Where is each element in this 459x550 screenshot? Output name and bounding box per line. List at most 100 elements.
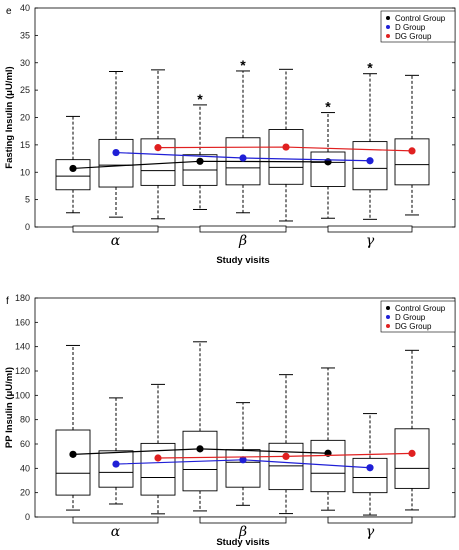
box-plot: [394, 74, 430, 216]
iqr-box: [98, 450, 134, 488]
series-point: [366, 157, 374, 165]
series-point: [154, 454, 162, 462]
significance-star: *: [367, 60, 373, 76]
box-plot: [98, 71, 134, 218]
series-point: [408, 449, 416, 457]
box-plot: [352, 73, 388, 220]
legend-label: D Group: [395, 23, 426, 32]
iqr-box: [225, 449, 261, 488]
y-tick-label: 15: [20, 140, 30, 150]
y-tick-label: 0: [25, 222, 30, 232]
legend-label: Control Group: [395, 14, 446, 23]
series-point: [196, 157, 204, 165]
significance-star: *: [325, 99, 331, 115]
legend-marker: [386, 16, 390, 20]
legend-label: D Group: [395, 313, 426, 322]
iqr-box: [310, 151, 346, 187]
visit-bracket: [72, 516, 159, 524]
box-plot: [310, 367, 346, 511]
iqr-box: [140, 442, 176, 496]
legend-label: Control Group: [395, 304, 446, 313]
visit-label: α: [111, 233, 121, 249]
visit-bracket: [327, 516, 413, 524]
y-tick-label: 20: [20, 488, 30, 498]
visit-label: γ: [366, 524, 375, 540]
series-point: [366, 464, 374, 472]
x-axis-label: Study visits: [216, 255, 269, 266]
y-tick-label: 30: [20, 58, 30, 68]
series-point: [112, 460, 120, 468]
box-plot: [310, 112, 346, 219]
legend-label: DG Group: [395, 322, 432, 331]
box-plot: [268, 68, 304, 222]
series-point: [196, 445, 204, 453]
visit-label: γ: [366, 233, 375, 249]
y-tick-label: 35: [20, 30, 30, 40]
y-tick-label: 40: [20, 3, 30, 13]
y-tick-label: 10: [20, 167, 30, 177]
y-tick-label: 25: [20, 85, 30, 95]
series-point: [239, 154, 247, 162]
panel-letter: f: [6, 296, 9, 307]
significance-star: *: [240, 57, 246, 73]
y-tick-label: 160: [15, 317, 30, 327]
y-tick-label: 100: [15, 390, 30, 400]
box-plot: [182, 341, 218, 512]
iqr-box: [55, 429, 91, 496]
y-tick-label: 120: [15, 366, 30, 376]
legend-marker: [386, 25, 390, 29]
series-point: [282, 143, 290, 151]
box-plot: [268, 374, 304, 515]
y-tick-label: 40: [20, 463, 30, 473]
box-plot: [55, 115, 91, 214]
box-plot: [140, 383, 176, 515]
legend-marker: [386, 306, 390, 310]
visit-bracket: [199, 516, 287, 524]
panel-letter: e: [6, 6, 12, 17]
iqr-box: [98, 138, 134, 188]
legend-box: [380, 300, 456, 333]
significance-star: *: [197, 91, 203, 107]
box-plot: [394, 349, 430, 511]
iqr-box: [268, 129, 304, 185]
visit-label: α: [111, 524, 121, 540]
y-tick-label: 180: [15, 293, 30, 303]
series-point: [282, 452, 290, 461]
y-tick-label: 80: [20, 415, 30, 425]
legend-label: DG Group: [395, 32, 432, 41]
panel-f: f 0 20 40 60 80 100 120 140 160 180 PP Insulin (μU/…: [4, 293, 456, 548]
legend-box: [380, 10, 456, 43]
box-plot: [225, 70, 261, 214]
y-axis-label: PP Insulin (μU/ml): [4, 367, 15, 448]
box-plot: [55, 344, 91, 511]
visit-label: β: [238, 233, 247, 249]
box-plot: [352, 413, 388, 516]
series-point: [154, 144, 162, 152]
x-axis-label: Study visits: [216, 537, 269, 548]
visit-label: β: [238, 524, 247, 540]
y-tick-label: 60: [20, 439, 30, 449]
iqr-box: [268, 442, 304, 491]
iqr-box: [394, 428, 430, 489]
y-tick-label: 0: [25, 512, 30, 522]
visit-bracket: [72, 225, 159, 233]
y-tick-label: 140: [15, 342, 30, 352]
series-point: [408, 147, 416, 155]
y-tick-label: 20: [20, 113, 30, 123]
box-plot: [225, 402, 261, 506]
series-point: [69, 450, 77, 458]
panel-e: e 0 5 10 15 20 25 30 35 40 Fasting Insulin (μU/ml)…: [4, 3, 456, 266]
visit-bracket: [199, 225, 287, 233]
series-point: [239, 456, 247, 464]
legend-marker: [386, 315, 390, 319]
y-axis-label: Fasting Insulin (μU/ml): [4, 66, 15, 168]
series-point: [112, 148, 120, 157]
iqr-box: [55, 159, 91, 191]
iqr-box: [352, 457, 388, 494]
visit-bracket: [327, 225, 413, 233]
legend-marker: [386, 324, 390, 328]
box-plot: [182, 104, 218, 210]
